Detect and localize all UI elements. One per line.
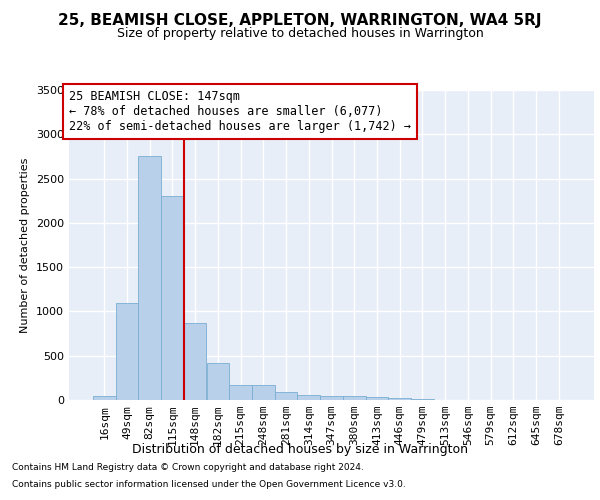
Bar (252, 386, 275, 400)
Text: Distribution of detached houses by size in Warrington: Distribution of detached houses by size … (132, 442, 468, 456)
Bar (275, 392, 298, 400)
Bar (320, 396, 343, 400)
Bar (161, 196, 184, 400)
Text: Contains public sector information licensed under the Open Government Licence v3: Contains public sector information licen… (12, 480, 406, 489)
Text: Size of property relative to detached houses in Warrington: Size of property relative to detached ho… (116, 28, 484, 40)
Text: 25, BEAMISH CLOSE, APPLETON, WARRINGTON, WA4 5RJ: 25, BEAMISH CLOSE, APPLETON, WARRINGTON,… (58, 12, 542, 28)
Bar (365, 398, 388, 400)
Bar (229, 385, 252, 400)
Bar (343, 396, 365, 400)
Bar (116, 302, 139, 400)
Y-axis label: Number of detached properties: Number of detached properties (20, 158, 31, 332)
Bar (388, 398, 411, 400)
Bar (184, 322, 206, 400)
Bar (206, 363, 229, 400)
Bar (93, 396, 116, 400)
Text: 25 BEAMISH CLOSE: 147sqm
← 78% of detached houses are smaller (6,077)
22% of sem: 25 BEAMISH CLOSE: 147sqm ← 78% of detach… (69, 90, 411, 133)
Bar (139, 156, 161, 400)
Bar (298, 394, 320, 400)
Bar (411, 399, 434, 400)
Text: Contains HM Land Registry data © Crown copyright and database right 2024.: Contains HM Land Registry data © Crown c… (12, 464, 364, 472)
